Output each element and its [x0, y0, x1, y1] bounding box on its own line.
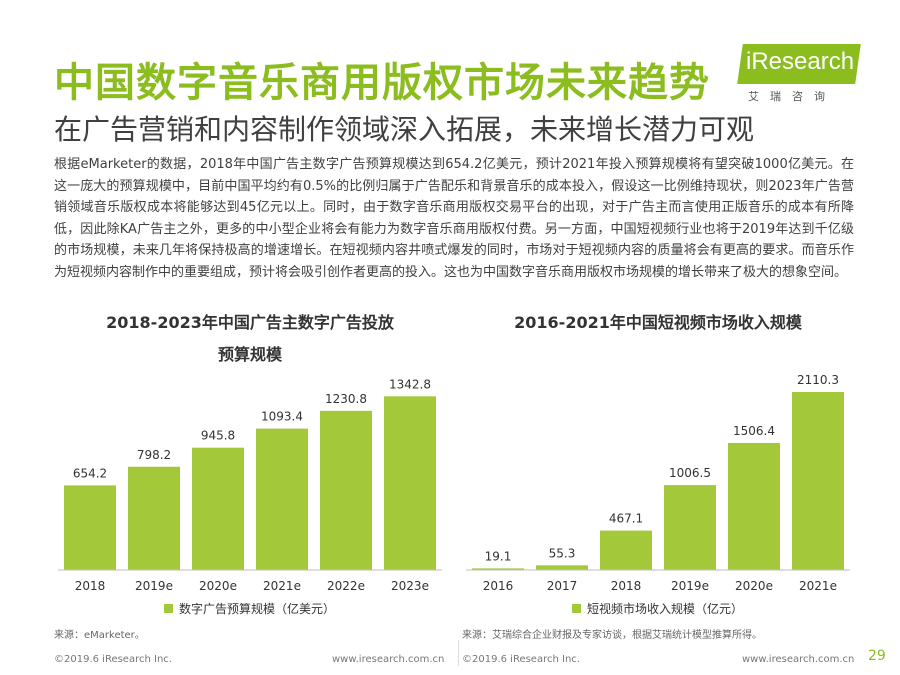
footer-divider: [458, 640, 459, 666]
chart-title-line1: 2018-2023年中国广告主数字广告投放: [106, 313, 394, 332]
x-tick-label: 2023e: [391, 579, 429, 593]
footer-copyright-left: ©2019.6 iResearch Inc.: [54, 654, 172, 665]
legend-label: 短视频市场收入规模（亿元）: [587, 601, 743, 616]
bar: [64, 485, 116, 570]
bar: [384, 396, 436, 570]
bar: [320, 410, 372, 570]
iresearch-logo: iResearch 艾瑞咨询: [737, 44, 864, 104]
legend-label: 数字广告预算规模（亿美元）: [179, 601, 335, 616]
bar-value-label: 1342.8: [389, 377, 431, 391]
x-tick-label: 2018: [75, 579, 106, 593]
bar: [192, 447, 244, 570]
x-tick-label: 2018: [611, 579, 642, 593]
ad-budget-chart: 2018-2023年中国广告主数字广告投放 预算规模 654.2 2018 798.…: [50, 308, 450, 618]
bar: [256, 428, 308, 570]
logo-brand-text: iResearch: [746, 48, 855, 75]
ad-budget-chart-svg: 654.2 2018 798.2 2019e 945.8 2020e 1093.4 2021e…: [58, 377, 442, 616]
legend-swatch: [164, 604, 173, 613]
source-left: 来源：eMarketer。: [54, 630, 145, 641]
x-tick-label: 2019e: [135, 579, 173, 593]
short-video-chart: 2016-2021年中国短视频市场收入规模 19.1 2016 55.3 2017 46…: [458, 308, 858, 618]
x-tick-label: 2021e: [799, 579, 837, 593]
x-tick-label: 2019e: [671, 579, 709, 593]
bar-value-label: 19.1: [485, 549, 512, 563]
bar: [128, 466, 180, 570]
bar-value-label: 467.1: [609, 512, 643, 526]
short-video-chart-svg: 19.1 2016 55.3 2017 467.1 2018 1006.5 2019e 1506…: [466, 373, 850, 616]
chart-title-line2: 预算规模: [217, 345, 282, 364]
bar: [728, 442, 780, 570]
bar-value-label: 654.2: [73, 466, 107, 480]
bar-value-label: 1230.8: [325, 392, 367, 406]
bar-value-label: 1006.5: [669, 466, 711, 480]
bar: [792, 392, 844, 570]
bar-value-label: 2110.3: [797, 373, 839, 387]
footer-url-right: www.iresearch.com.cn: [742, 654, 855, 665]
x-tick-label: 2022e: [327, 579, 365, 593]
source-right: 来源：艾瑞综合企业财报及专家访谈，根据艾瑞统计模型推算所得。: [462, 630, 762, 641]
bar-value-label: 55.3: [549, 546, 576, 560]
chart-title-line1: 2016-2021年中国短视频市场收入规模: [514, 313, 802, 332]
bar-value-label: 1506.4: [733, 424, 775, 438]
bar-value-label: 1093.4: [261, 410, 303, 424]
footer-copyright-right: ©2019.6 iResearch Inc.: [462, 654, 580, 665]
page-title: 中国数字音乐商用版权市场未来趋势: [54, 60, 710, 106]
x-tick-label: 2017: [547, 579, 578, 593]
page-number: 29: [868, 648, 886, 664]
legend-swatch: [572, 604, 581, 613]
bar: [664, 485, 716, 570]
bar-value-label: 798.2: [137, 448, 171, 462]
body-paragraph: 根据eMarketer的数据，2018年中国广告主数字广告预算规模达到654.2…: [54, 157, 854, 280]
x-tick-label: 2020e: [735, 579, 773, 593]
x-tick-label: 2016: [483, 579, 514, 593]
bar: [472, 568, 524, 570]
page-subtitle: 在广告营销和内容制作领域深入拓展，未来增长潜力可观: [54, 113, 755, 146]
x-tick-label: 2020e: [199, 579, 237, 593]
bar: [600, 530, 652, 570]
bar: [536, 565, 588, 570]
x-tick-label: 2021e: [263, 579, 301, 593]
footer-url-left: www.iresearch.com.cn: [332, 654, 445, 665]
bar-value-label: 945.8: [201, 429, 235, 443]
logo-sub-text: 艾瑞咨询: [748, 90, 836, 103]
